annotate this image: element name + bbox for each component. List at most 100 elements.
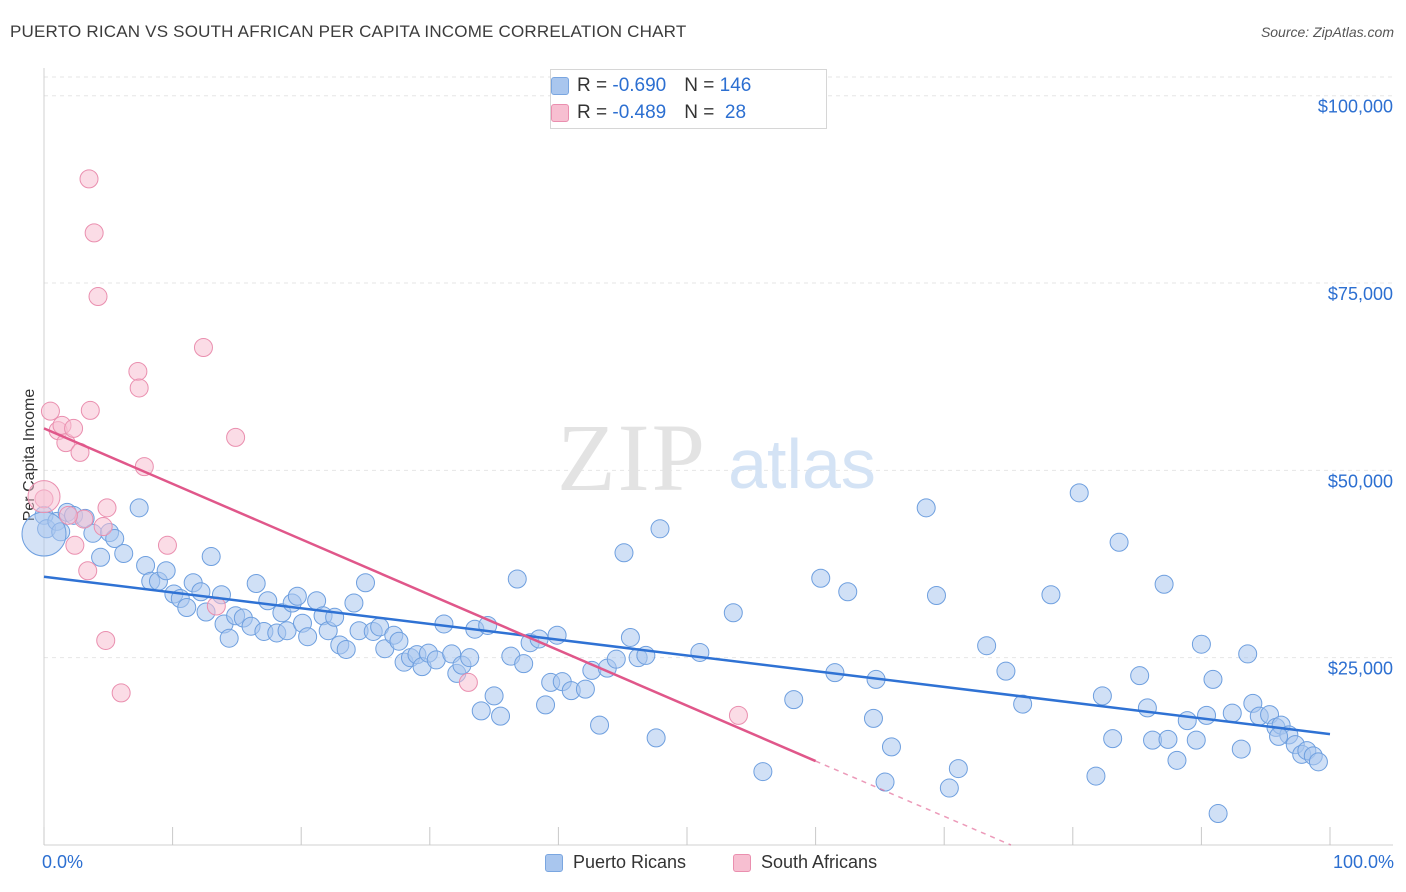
data-point [201,547,221,567]
trend-line-south-africans-extension [815,760,1012,846]
data-point [723,603,743,623]
data-point [1158,729,1178,749]
bottom-legend-label: South Africans [761,852,878,872]
data-point [575,679,595,699]
legend-n-value: 146 [719,75,752,96]
legend-r-label: R = [577,102,613,123]
source-label: Source: ZipAtlas.com [1260,24,1394,40]
data-point [784,690,804,710]
data-point [1137,698,1157,718]
data-point [191,582,211,602]
data-point [620,627,640,647]
data-point [156,561,176,581]
data-point [1041,585,1061,605]
data-point [916,498,936,518]
data-point [65,535,85,555]
data-point [84,223,104,243]
data-point [111,683,131,703]
legend-r-label: R = [577,75,613,96]
legend-n-label: N = [684,75,720,96]
data-point [1130,666,1150,686]
data-point [277,621,297,641]
data-point [258,591,278,611]
x-tick-label-min: 0.0% [42,852,84,872]
data-point [97,498,117,518]
data-point [926,585,946,605]
data-point [590,715,610,735]
data-point [977,636,997,656]
trend-lines [43,427,1331,846]
watermark: ZIP atlas [557,404,876,511]
data-point [1269,726,1289,746]
chart-title: PUERTO RICAN VS SOUTH AFRICAN PER CAPITA… [10,22,687,41]
bottom-legend-swatch-puerto-ricans [545,853,563,872]
data-point [356,573,375,593]
series-south-africans [27,169,748,725]
data-point [1092,686,1112,706]
data-point [507,569,527,589]
data-point [460,648,480,668]
data-point [226,427,246,447]
data-point [1109,532,1129,552]
bottom-legend-label: Puerto Ricans [573,852,687,872]
data-point [484,686,504,706]
legend-swatch-south-africans [551,104,569,122]
data-point [157,535,177,555]
data-point [875,772,895,792]
data-point [1186,730,1206,750]
data-point [58,505,78,525]
data-point [1069,483,1089,503]
data-point [1222,703,1242,723]
bottom-legend-swatch-south-africans [733,853,751,872]
trend-line-puerto-ricans [43,575,1331,736]
legend-n-label: N = [684,102,720,123]
bottom-legend-puerto-ricans: Puerto Ricans [545,852,686,873]
data-point [1308,752,1328,772]
data-point [177,597,197,617]
data-point [136,556,156,576]
data-point [1208,804,1228,824]
data-point [298,627,318,647]
data-point [1231,739,1251,759]
data-point [344,593,364,613]
data-point [996,661,1016,681]
legend-r-value: -0.690 [612,75,667,96]
data-point [246,574,266,594]
data-point [1197,705,1217,725]
legend-swatch-puerto-ricans [551,77,569,95]
data-point [1191,634,1211,654]
data-point [728,705,748,725]
data-point [1154,574,1174,594]
data-point [1177,711,1197,731]
data-point [514,654,534,674]
data-point [88,287,108,307]
data-point [79,169,99,189]
legend-r-value: -0.489 [612,102,667,123]
data-point [219,628,239,648]
x-tick-label-max: 100.0% [1332,852,1394,872]
data-point [336,639,356,659]
data-point [129,378,149,398]
y-tick-label: $100,000 [1318,97,1393,117]
data-point [646,728,666,748]
data-point [40,401,60,421]
data-point [536,695,556,715]
data-point [811,568,831,588]
data-point [1167,750,1187,770]
data-point [838,582,858,602]
y-tick-label: $75,000 [1328,284,1393,304]
y-tick-label: $25,000 [1328,659,1393,679]
data-point [614,543,634,563]
data-point [114,544,134,564]
data-point [753,762,773,782]
watermark-zip: ZIP [557,404,707,511]
axes [43,68,1393,846]
data-point [1103,729,1123,749]
legend-row-puerto-ricans: R = -0.690 N = 146 [551,74,752,98]
data-point [939,778,959,798]
legend-row-south-africans: R = -0.489 N = 28 [551,101,746,125]
data-point [128,361,148,381]
data-point [91,547,111,567]
data-point [78,561,98,581]
